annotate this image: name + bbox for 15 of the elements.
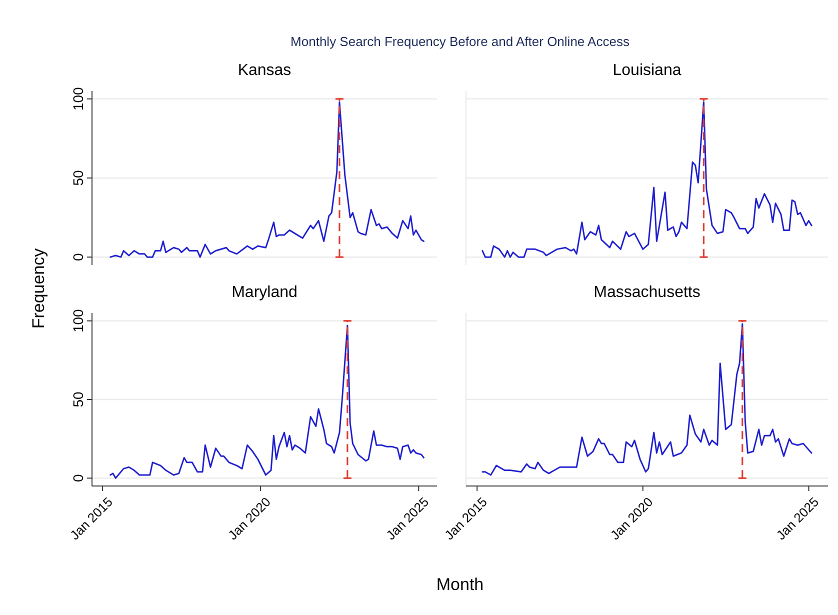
chart-title: Maryland: [232, 284, 298, 301]
y-axis-title: Frequency: [29, 248, 48, 329]
x-axis-title: Month: [436, 575, 484, 594]
line-series: [110, 324, 425, 479]
chart-title: Massachusetts: [594, 284, 700, 301]
y-tick-label: 50: [70, 392, 86, 408]
text: Monthly Search Frequency Before and After Online Access: [290, 34, 630, 49]
y-tick-label: 100: [70, 308, 86, 333]
line-series: [110, 101, 425, 258]
y-tick-label: 50: [70, 170, 86, 186]
y-tick-label: 0: [70, 252, 86, 261]
chart-title: Kansas: [238, 62, 292, 79]
y-tick-label: 100: [70, 87, 86, 111]
y-tick-label: 0: [70, 474, 86, 482]
chart-title: Louisiana: [612, 62, 682, 79]
